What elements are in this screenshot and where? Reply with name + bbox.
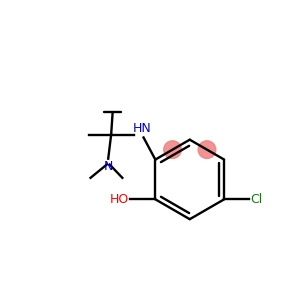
- Text: N: N: [103, 160, 113, 173]
- Circle shape: [198, 141, 216, 158]
- Text: Cl: Cl: [250, 193, 262, 206]
- Text: HN: HN: [133, 122, 152, 134]
- Text: HO: HO: [110, 193, 129, 206]
- Circle shape: [164, 141, 182, 158]
